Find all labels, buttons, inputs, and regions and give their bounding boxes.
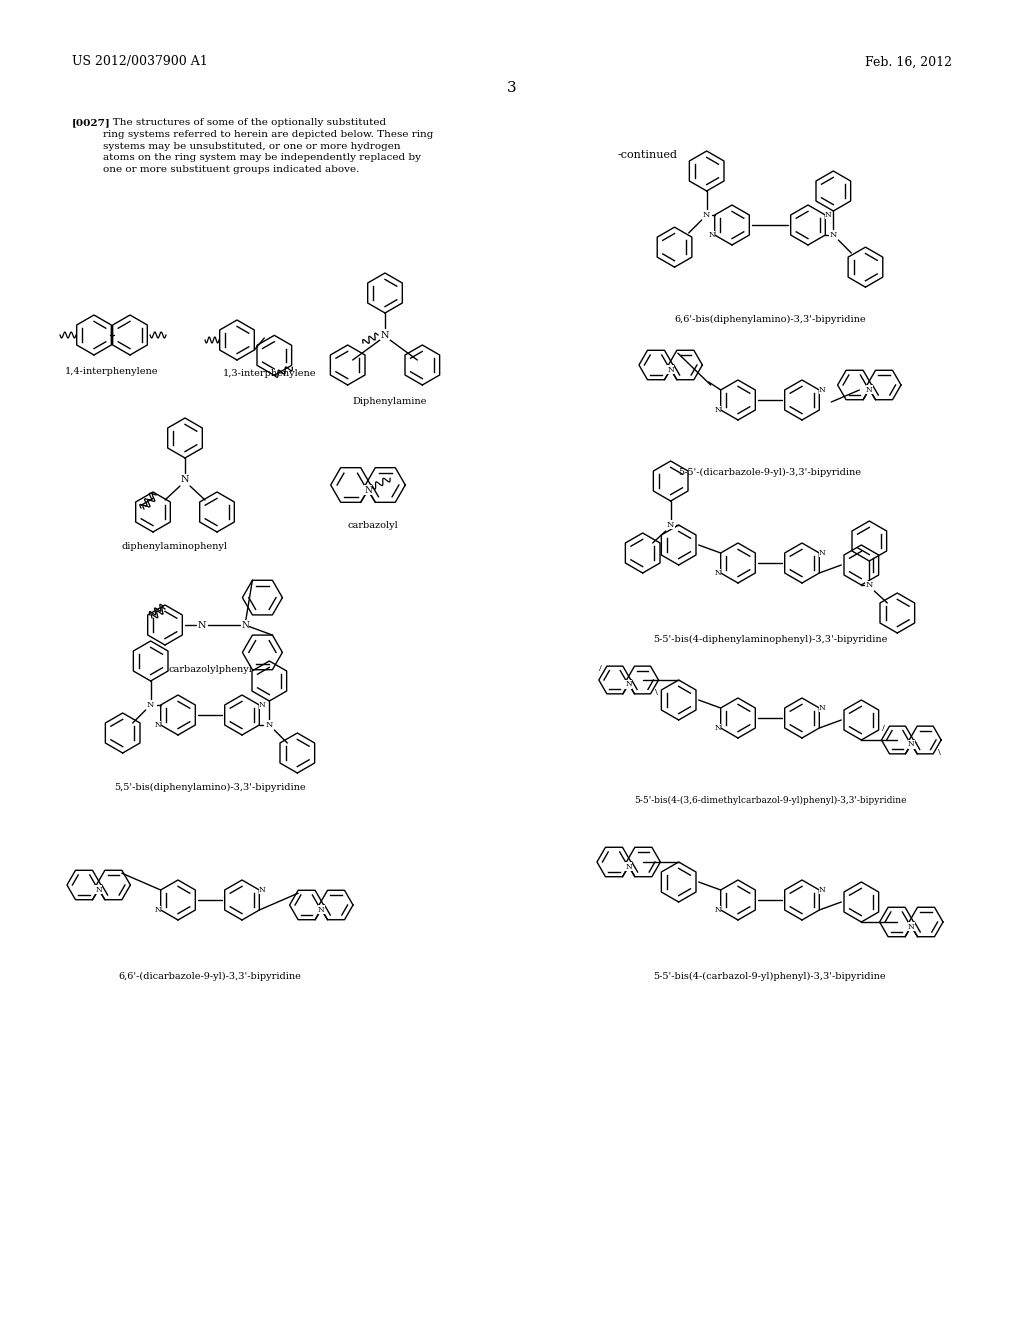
Text: 6,6'-(dicarbazole-9-yl)-3,3'-bipyridine: 6,6'-(dicarbazole-9-yl)-3,3'-bipyridine — [119, 972, 301, 981]
Text: 6,6'-bis(diphenylamino)-3,3'-bipyridine: 6,6'-bis(diphenylamino)-3,3'-bipyridine — [674, 315, 866, 325]
Text: 5-5'-(dicarbazole-9-yl)-3,3'-bipyridine: 5-5'-(dicarbazole-9-yl)-3,3'-bipyridine — [679, 469, 861, 477]
Text: N: N — [829, 231, 837, 239]
Text: N: N — [866, 385, 872, 393]
Text: N: N — [819, 549, 825, 557]
Text: N: N — [715, 906, 721, 913]
Text: N: N — [819, 385, 825, 393]
Text: N: N — [908, 923, 914, 931]
Text: N: N — [667, 521, 675, 529]
Text: N: N — [241, 620, 249, 630]
Text: Feb. 16, 2012: Feb. 16, 2012 — [865, 55, 952, 69]
Text: -continued: -continued — [618, 150, 678, 160]
Text: N: N — [626, 680, 632, 688]
Text: N: N — [819, 704, 825, 711]
Text: N: N — [147, 701, 155, 709]
Text: [0027]: [0027] — [72, 117, 111, 127]
Text: N: N — [715, 407, 721, 414]
Text: N: N — [259, 701, 265, 709]
Text: N: N — [626, 862, 632, 870]
Text: N: N — [865, 581, 873, 589]
Text: N: N — [819, 886, 825, 894]
Text: N: N — [259, 886, 265, 894]
Text: 5,5'-bis(diphenylamino)-3,3'-bipyridine: 5,5'-bis(diphenylamino)-3,3'-bipyridine — [115, 783, 306, 792]
Text: N: N — [668, 366, 674, 374]
Text: N: N — [703, 211, 711, 219]
Text: N: N — [381, 330, 389, 339]
Text: /: / — [882, 725, 885, 733]
Text: N: N — [709, 231, 715, 239]
Text: N: N — [155, 906, 161, 913]
Text: /: / — [599, 664, 602, 672]
Text: Diphenylamine: Diphenylamine — [353, 397, 427, 407]
Text: 5-5'-bis(4-diphenylaminophenyl)-3,3'-bipyridine: 5-5'-bis(4-diphenylaminophenyl)-3,3'-bip… — [653, 635, 887, 644]
Text: N: N — [715, 723, 721, 733]
Text: N: N — [265, 721, 273, 729]
Text: N: N — [95, 886, 102, 894]
Text: N: N — [715, 569, 721, 577]
Text: 3: 3 — [507, 81, 517, 95]
Text: N: N — [155, 721, 161, 729]
Text: \: \ — [938, 748, 941, 756]
Text: 5-5'-bis(4-(3,6-dimethylcarbazol-9-yl)phenyl)-3,3'-bipyridine: 5-5'-bis(4-(3,6-dimethylcarbazol-9-yl)ph… — [634, 796, 906, 805]
Text: carbazolyl: carbazolyl — [347, 521, 398, 531]
Text: N: N — [365, 486, 372, 495]
Text: 5-5'-bis(4-(carbazol-9-yl)phenyl)-3,3'-bipyridine: 5-5'-bis(4-(carbazol-9-yl)phenyl)-3,3'-b… — [653, 972, 887, 981]
Text: 1,3-interphenylene: 1,3-interphenylene — [223, 370, 316, 378]
Text: N: N — [908, 741, 914, 748]
Text: diphenylaminophenyl: diphenylaminophenyl — [122, 543, 228, 550]
Text: N: N — [317, 906, 325, 913]
Text: US 2012/0037900 A1: US 2012/0037900 A1 — [72, 55, 208, 69]
Text: 1,4-interphenylene: 1,4-interphenylene — [66, 367, 159, 376]
Text: The structures of some of the optionally substituted
ring systems referred to he: The structures of some of the optionally… — [103, 117, 433, 174]
Text: carbazolylphenyl: carbazolylphenyl — [168, 665, 252, 675]
Text: N: N — [181, 475, 189, 484]
Text: N: N — [825, 211, 831, 219]
Text: \: \ — [655, 688, 658, 696]
Text: N: N — [198, 620, 206, 630]
